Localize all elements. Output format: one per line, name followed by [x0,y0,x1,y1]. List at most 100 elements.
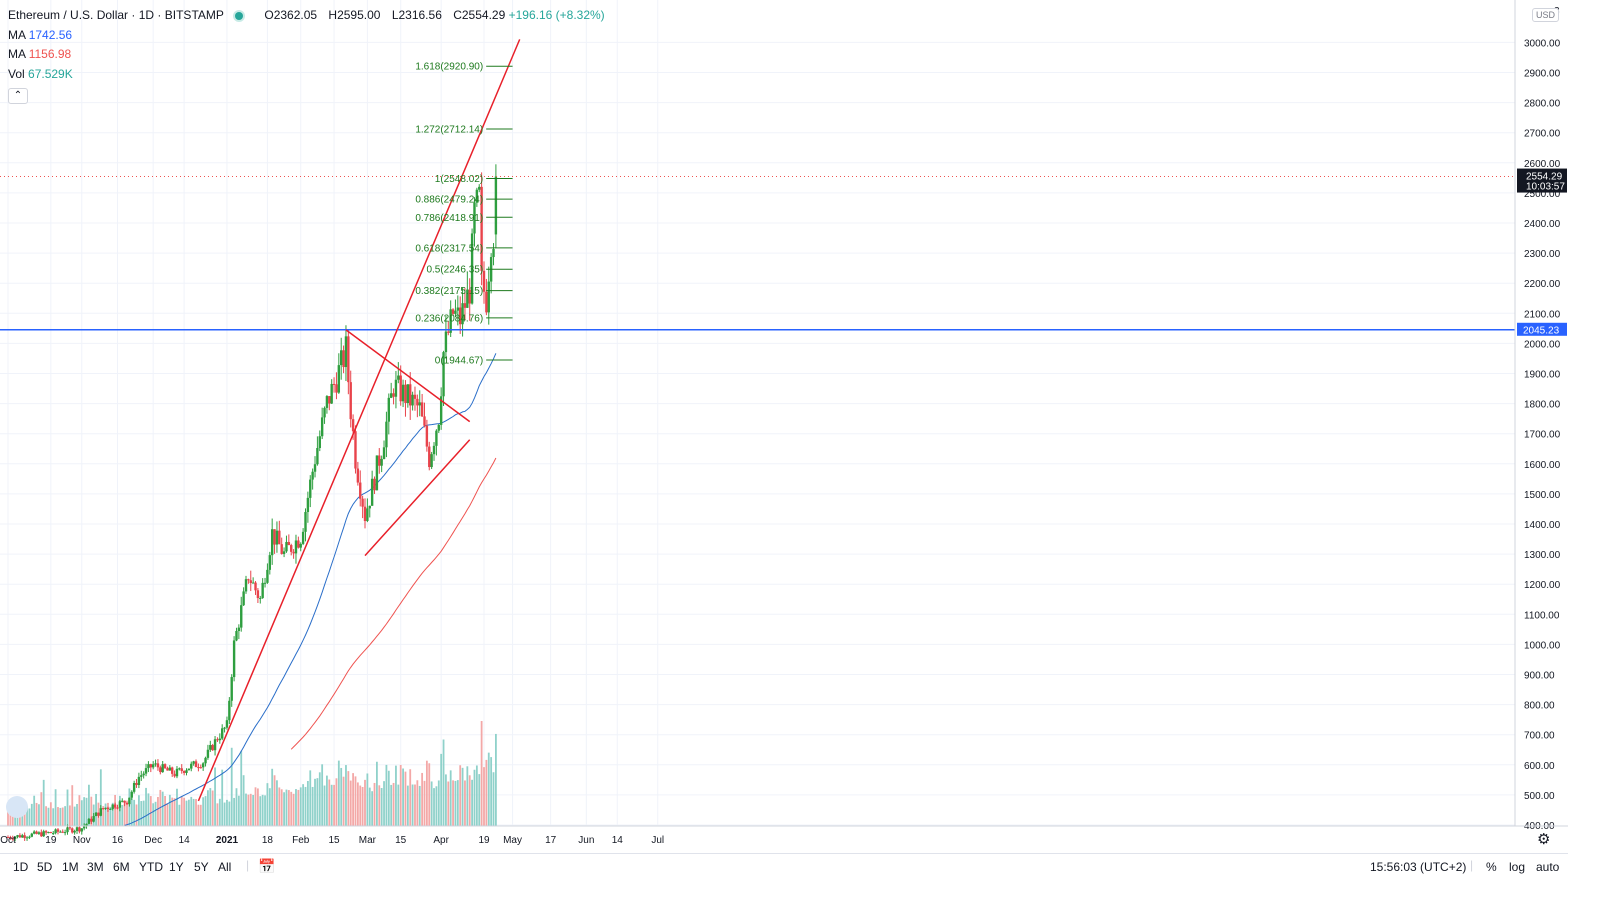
candle-body [244,579,248,592]
bottom-toolbar: 1D 5D 1M 3M 6M YTD 1Y 5Y All | 📅 15:56:0… [0,853,1568,880]
market-status-icon [235,11,244,20]
range-5d[interactable]: 5D [37,860,53,874]
range-1y[interactable]: 1Y [169,860,184,874]
separator: · [157,8,165,22]
volume-bar [459,765,462,826]
volume-bar [152,803,155,826]
price-chart[interactable]: 1.618(2920.90) 1.272(2712.14) 1(2548.02) 0.… [0,0,1568,853]
time-tick-label: 14 [179,835,191,846]
legend-ma1-row[interactable]: MA 1742.56 [8,26,605,46]
candle-body [147,764,150,769]
fib-level-label: 0.236(2084.76) [415,313,483,324]
volume-bar [452,780,454,826]
candle-body [30,833,33,837]
legend-vol-row[interactable]: Vol 67.529K [8,65,605,85]
candle-body [401,384,405,402]
range-all[interactable]: All [218,860,232,874]
ma2-label: MA [8,47,26,61]
candle-body [23,835,26,839]
exchange-label: BITSTAMP [164,8,224,22]
ohlc-low: L2316.56 [391,8,442,22]
time-tick-label: Nov [73,835,91,846]
interval-label[interactable]: 1D [138,8,155,22]
range-3m[interactable]: 3M [87,860,104,874]
range-6m[interactable]: 6M [113,860,130,874]
candle-body [178,768,181,770]
range-5y[interactable]: 5Y [194,860,209,874]
volume-bar [40,792,43,826]
time-tick-label: Apr [433,835,449,846]
volume-bar [309,770,312,826]
legend-ma2-row[interactable]: MA 1156.98 [8,45,605,65]
candle-body [225,720,229,728]
volume-bar [356,782,359,826]
clock-time[interactable]: 15:56:03 (UTC+2) [1370,860,1467,874]
candle-body [375,455,379,491]
volume-bar [171,797,174,826]
volume-bar [333,784,335,826]
volume-bar [328,779,331,826]
candle-body [323,407,326,418]
volume-bar [395,765,397,826]
calendar-icon[interactable]: 📅 [258,858,276,874]
volume-bar [183,797,186,826]
volume-bar [314,778,316,826]
time-tick-label: 2021 [216,835,239,846]
price-tick-label: 2400.00 [1524,219,1561,230]
candle-body [468,289,471,304]
price-tick-label: 800.00 [1524,701,1555,712]
volume-bar [52,808,55,826]
candle-body [228,700,231,721]
log-toggle[interactable]: log [1509,860,1526,874]
percent-toggle[interactable]: % [1486,860,1497,874]
candle-body [56,829,60,832]
auto-toggle[interactable]: auto [1536,860,1560,874]
volume-bar [414,784,416,826]
volume-bar [187,799,190,826]
volume-bar [64,806,67,826]
gear-icon[interactable]: ⚙ [1537,831,1551,848]
volume-bar [421,772,424,826]
range-ytd[interactable]: YTD [139,860,163,874]
volume-bar [121,804,124,826]
candle-body [268,555,271,570]
volume-bar [411,784,414,826]
volume-bar [73,806,76,826]
volume-bar [264,795,266,826]
candle-body [356,468,360,483]
candle-body [209,745,212,750]
candle-body [266,569,269,583]
price-tick-label: 1800.00 [1524,400,1561,411]
volume-bar [418,785,421,826]
candle-body [154,763,157,765]
candle-body [270,529,274,556]
volume-bar [316,778,319,826]
candle-body [480,186,483,271]
candle-body [316,448,319,465]
candle-body [35,831,38,834]
volume-bar [166,803,169,826]
symbol-title[interactable]: Ethereum / U.S. Dollar [8,8,129,22]
time-tick-label: Feb [292,835,310,846]
volume-bar [454,780,457,826]
volume-bar [68,805,71,826]
volume-bar [468,775,471,826]
price-tick-label: 900.00 [1524,671,1555,682]
chevron-up-icon[interactable]: ⌃ [8,88,28,104]
volume-bar [487,752,490,826]
candle-body [273,529,276,545]
volume-bar [290,791,293,826]
range-1d[interactable]: 1D [13,860,29,874]
fib-level-label: 1.618(2920.90) [415,62,483,73]
price-axis-bg [1515,0,1568,853]
candle-body [68,827,72,829]
candle-body [87,818,91,824]
volume-bar [114,794,116,826]
range-1m[interactable]: 1M [62,860,79,874]
candle-body [292,551,295,554]
candle-body [73,830,76,833]
currency-button[interactable]: USD [1532,8,1560,22]
candle-body [149,764,152,768]
candles [6,164,498,842]
candle-body [187,768,191,771]
